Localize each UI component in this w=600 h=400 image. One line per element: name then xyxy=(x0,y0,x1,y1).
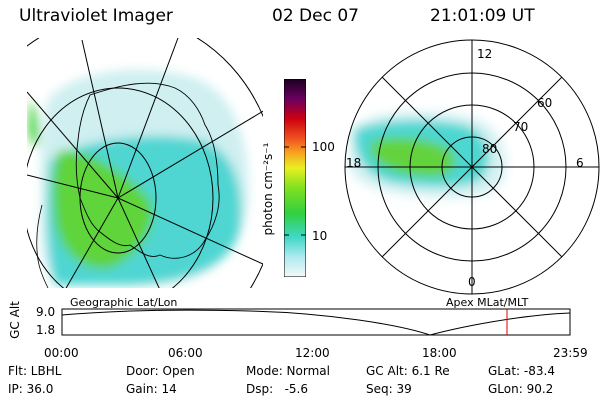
altitude-axis-title: GC Alt xyxy=(8,301,22,339)
colorbar-unit-label: photon cm⁻²s⁻¹ xyxy=(261,142,275,236)
time-tick-0600: 06:00 xyxy=(168,346,203,360)
apex-caption: Apex MLat/MLT xyxy=(446,296,529,309)
mlat-label-80: 80 xyxy=(482,142,498,156)
glat-info: GLat: -83.4 xyxy=(488,364,555,378)
altitude-plot xyxy=(61,308,571,336)
time-tick-1800: 18:00 xyxy=(422,346,457,360)
gain-info: Gain: 14 xyxy=(126,382,177,396)
seq-info: Seq: 39 xyxy=(366,382,412,396)
observation-time: 21:01:09 UT xyxy=(430,6,535,26)
geographic-map xyxy=(27,38,600,295)
mlt-label-18: 18 xyxy=(346,156,362,170)
altitude-tick-high: 9.0 xyxy=(36,305,56,319)
mlt-label-6: 6 xyxy=(576,156,584,170)
geographic-caption: Geographic Lat/Lon xyxy=(70,296,178,309)
colorbar-tick-100: 100 xyxy=(312,140,335,154)
colorbar-tick-10: 10 xyxy=(312,229,328,243)
door-info: Door: Open xyxy=(126,364,195,378)
time-tick-0000: 00:00 xyxy=(44,346,79,360)
dsp-info: Dsp: -5.6 xyxy=(246,382,309,396)
mlt-label-0: 0 xyxy=(468,275,476,289)
mode-info: Mode: Normal xyxy=(246,364,330,378)
gc-alt-info: GC Alt: 6.1 Re xyxy=(366,364,450,378)
filter-info: Flt: LBHL xyxy=(8,364,62,378)
observation-date: 02 Dec 07 xyxy=(272,6,359,26)
time-tick-1200: 12:00 xyxy=(295,346,330,360)
time-tick-2359: 23:59 xyxy=(553,346,588,360)
glon-info: GLon: 90.2 xyxy=(488,382,554,396)
instrument-title: Ultraviolet Imager xyxy=(19,6,173,26)
mlat-label-70: 70 xyxy=(513,120,529,134)
mlt-label-12: 12 xyxy=(477,47,493,61)
mlat-label-60: 60 xyxy=(537,96,553,110)
ip-info: IP: 36.0 xyxy=(8,382,54,396)
altitude-tick-low: 1.8 xyxy=(36,323,56,337)
intensity-colorbar xyxy=(284,79,306,277)
